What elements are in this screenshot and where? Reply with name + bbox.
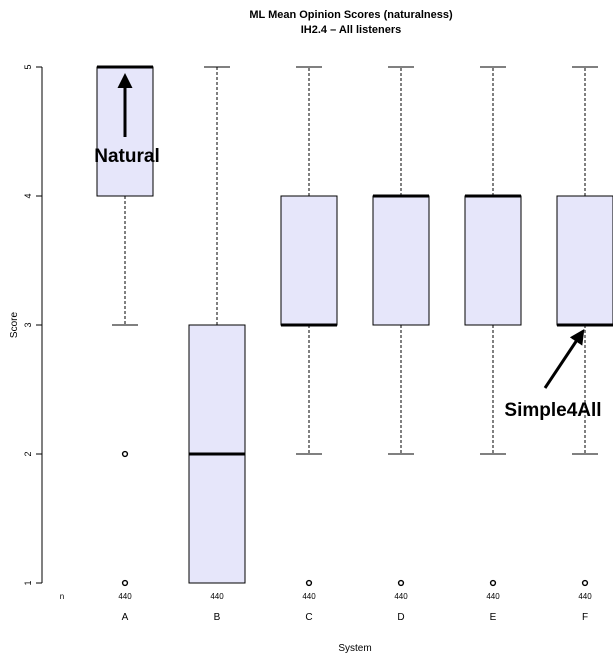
- box-d: [372, 195, 430, 326]
- y-tick-label-2: 2: [23, 451, 33, 456]
- chart-title: ML Mean Opinion Scores (naturalness): [249, 9, 453, 21]
- x-tick-label-c: C: [305, 612, 312, 623]
- x-axis-label: System: [338, 643, 371, 654]
- plot-area: 1 2 3 4 5 A 440 B 440 C 440 D 440 E 440 F 440 Natural Simp…: [23, 64, 613, 623]
- box-f: [556, 195, 613, 326]
- y-tick-label-1: 1: [23, 580, 33, 585]
- y-tick-label-3: 3: [23, 322, 33, 327]
- y-axis-label: Score: [9, 312, 20, 339]
- n-count-d: 440: [394, 592, 408, 601]
- n-count-f: 440: [578, 592, 592, 601]
- box-c: [280, 195, 338, 326]
- annotation-arrow-simple4all: [543, 329, 585, 389]
- annotation-label-natural: Natural: [94, 146, 159, 167]
- outlier-a-1: [121, 450, 129, 458]
- n-count-e: 440: [486, 592, 500, 601]
- x-tick-label-d: D: [397, 612, 404, 623]
- outlier-c-0: [305, 579, 313, 587]
- y-tick-label-5: 5: [23, 64, 33, 69]
- y-tick-label-4: 4: [23, 193, 33, 198]
- chart-subtitle: IH2.4 – All listeners: [301, 24, 401, 36]
- n-count-c: 440: [302, 592, 316, 601]
- n-label: n: [60, 592, 64, 601]
- annotation-label-simple4all: Simple4All: [504, 400, 601, 421]
- x-tick-label-f: F: [582, 612, 588, 623]
- x-tick-label-e: E: [490, 612, 497, 623]
- outlier-d-0: [397, 579, 405, 587]
- x-tick-label-b: B: [214, 612, 221, 623]
- x-tick-label-a: A: [122, 612, 129, 623]
- n-count-b: 440: [210, 592, 224, 601]
- outlier-e-0: [489, 579, 497, 587]
- outlier-f-0: [581, 579, 589, 587]
- n-count-a: 440: [118, 592, 132, 601]
- outlier-a-0: [121, 579, 129, 587]
- box-e: [464, 195, 522, 326]
